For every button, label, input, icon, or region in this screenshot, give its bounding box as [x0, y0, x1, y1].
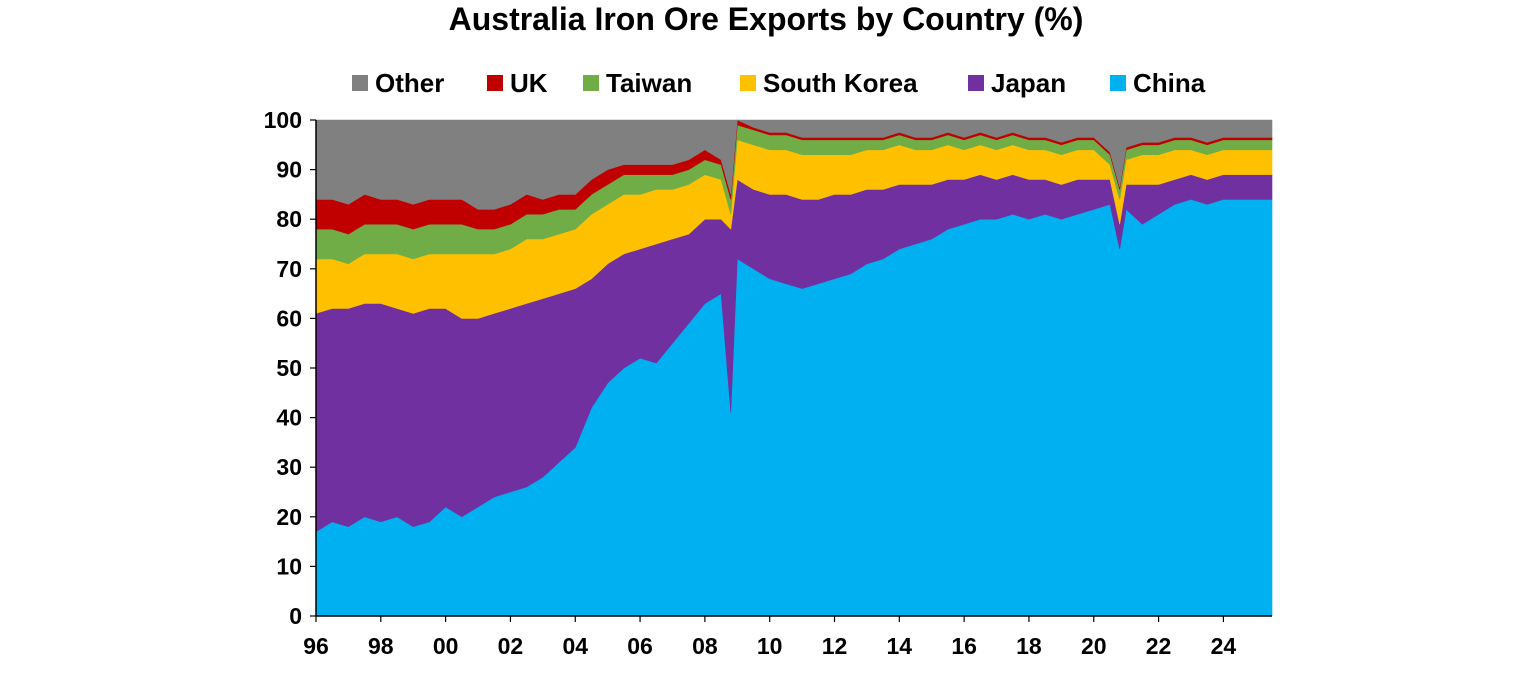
plot-area	[315, 119, 1273, 617]
y-tick-label: 50	[276, 355, 302, 381]
x-tick-label: 04	[562, 633, 588, 659]
legend-label-other: Other	[375, 68, 444, 98]
legend-swatch-japan	[968, 75, 984, 91]
y-tick-label: 20	[276, 504, 302, 530]
x-tick-label: 18	[1016, 633, 1042, 659]
x-tick-label: 14	[887, 633, 913, 659]
axes: 0 10 20 30 40 50 60 70 80 90 100 96 98 00 02 04 06 08 10 12…	[264, 107, 1272, 659]
legend-label-japan: Japan	[991, 68, 1066, 98]
x-tick-label: 02	[498, 633, 524, 659]
x-tick-label: 22	[1146, 633, 1172, 659]
legend-label-china: China	[1133, 68, 1206, 98]
legend-swatch-uk	[487, 75, 503, 91]
x-tick-label: 06	[627, 633, 653, 659]
y-tick-label: 60	[276, 305, 302, 331]
legend-label-uk: UK	[510, 68, 548, 98]
x-tick-label: 08	[692, 633, 718, 659]
legend-label-south-korea: South Korea	[763, 68, 918, 98]
y-tick-label: 30	[276, 454, 302, 480]
y-tick-label: 0	[289, 603, 302, 629]
legend-label-taiwan: Taiwan	[606, 68, 692, 98]
y-tick-label: 80	[276, 206, 302, 232]
y-tick-label: 40	[276, 405, 302, 431]
x-tick-label: 10	[757, 633, 783, 659]
y-tick-label: 90	[276, 157, 302, 183]
x-tick-label: 20	[1081, 633, 1107, 659]
legend-swatch-south-korea	[740, 75, 756, 91]
x-tick-label: 16	[951, 633, 977, 659]
legend: Other UK Taiwan South Korea Japan China	[352, 68, 1206, 98]
y-tick-label: 70	[276, 256, 302, 282]
y-tick-label: 10	[276, 553, 302, 579]
legend-swatch-taiwan	[583, 75, 599, 91]
area-other	[315, 119, 1273, 210]
legend-swatch-china	[1110, 75, 1126, 91]
x-tick-label: 12	[822, 633, 848, 659]
x-tick-label: 96	[303, 633, 329, 659]
x-tick-label: 00	[433, 633, 459, 659]
x-tick-label: 98	[368, 633, 394, 659]
x-tick-label: 24	[1211, 633, 1237, 659]
chart-title: Australia Iron Ore Exports by Country (%…	[449, 1, 1084, 37]
legend-swatch-other	[352, 75, 368, 91]
y-tick-label: 100	[264, 107, 302, 133]
